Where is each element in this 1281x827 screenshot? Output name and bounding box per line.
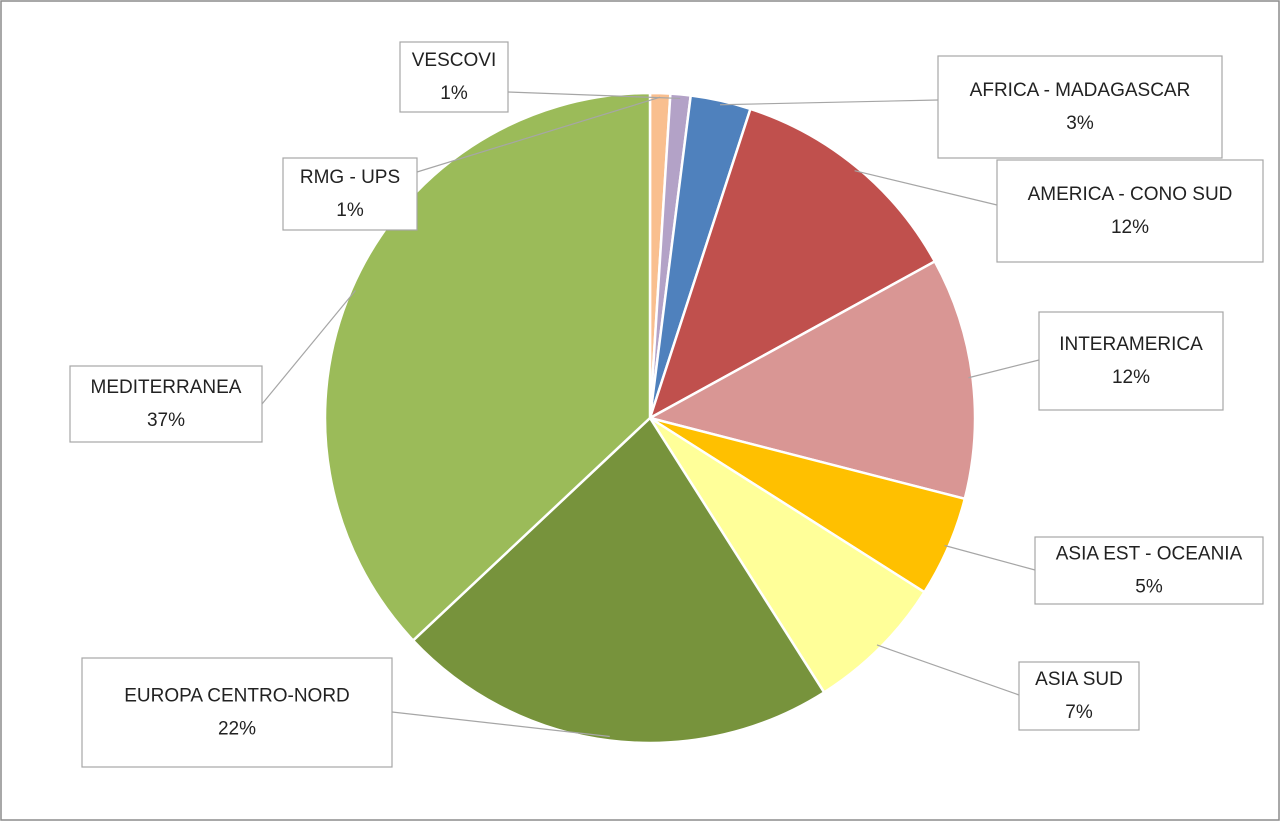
value-label: 1%: [336, 200, 364, 221]
slice-label: ASIA SUD: [1035, 669, 1123, 690]
leader-line: [854, 170, 998, 206]
value-label: 12%: [1112, 367, 1150, 388]
label-box: [937, 55, 1223, 159]
value-label: 3%: [1066, 113, 1094, 134]
pie-slice: [647, 107, 937, 421]
label-box: [399, 41, 509, 113]
slice-label: RMG - UPS: [300, 167, 400, 188]
label-box: [1018, 661, 1140, 731]
leader-line: [416, 96, 661, 173]
label-box: [996, 159, 1264, 263]
leader-line: [876, 644, 1020, 696]
value-label: 37%: [147, 410, 185, 431]
leader-line: [391, 711, 610, 738]
slice-label: MEDITERRANEA: [91, 377, 242, 398]
slice-label: AFRICA - MADAGASCAR: [970, 80, 1191, 101]
value-label: 12%: [1111, 217, 1149, 238]
leader-line: [968, 359, 1040, 379]
slice-label: AMERICA - CONO SUD: [1028, 184, 1233, 205]
leader-line: [261, 290, 356, 405]
pie-slice: [648, 416, 927, 695]
label-box: [1034, 536, 1264, 605]
leader-line: [720, 99, 939, 106]
label-box: [1038, 311, 1224, 411]
slice-label: VESCOVI: [412, 50, 496, 71]
value-label: 5%: [1135, 577, 1163, 598]
value-label: 22%: [218, 719, 256, 740]
slice-label: ASIA EST - OCEANIA: [1056, 544, 1243, 565]
value-label: 7%: [1065, 702, 1093, 723]
label-box: [81, 657, 393, 768]
slice-label: INTERAMERICA: [1059, 334, 1203, 355]
leader-line: [507, 91, 681, 100]
label-box: [69, 365, 263, 443]
pie-slice: [411, 416, 826, 745]
value-label: 1%: [440, 83, 468, 104]
label-box: [282, 157, 418, 231]
leader-line: [944, 544, 1036, 571]
slice-label: EUROPA CENTRO-NORD: [124, 686, 350, 707]
